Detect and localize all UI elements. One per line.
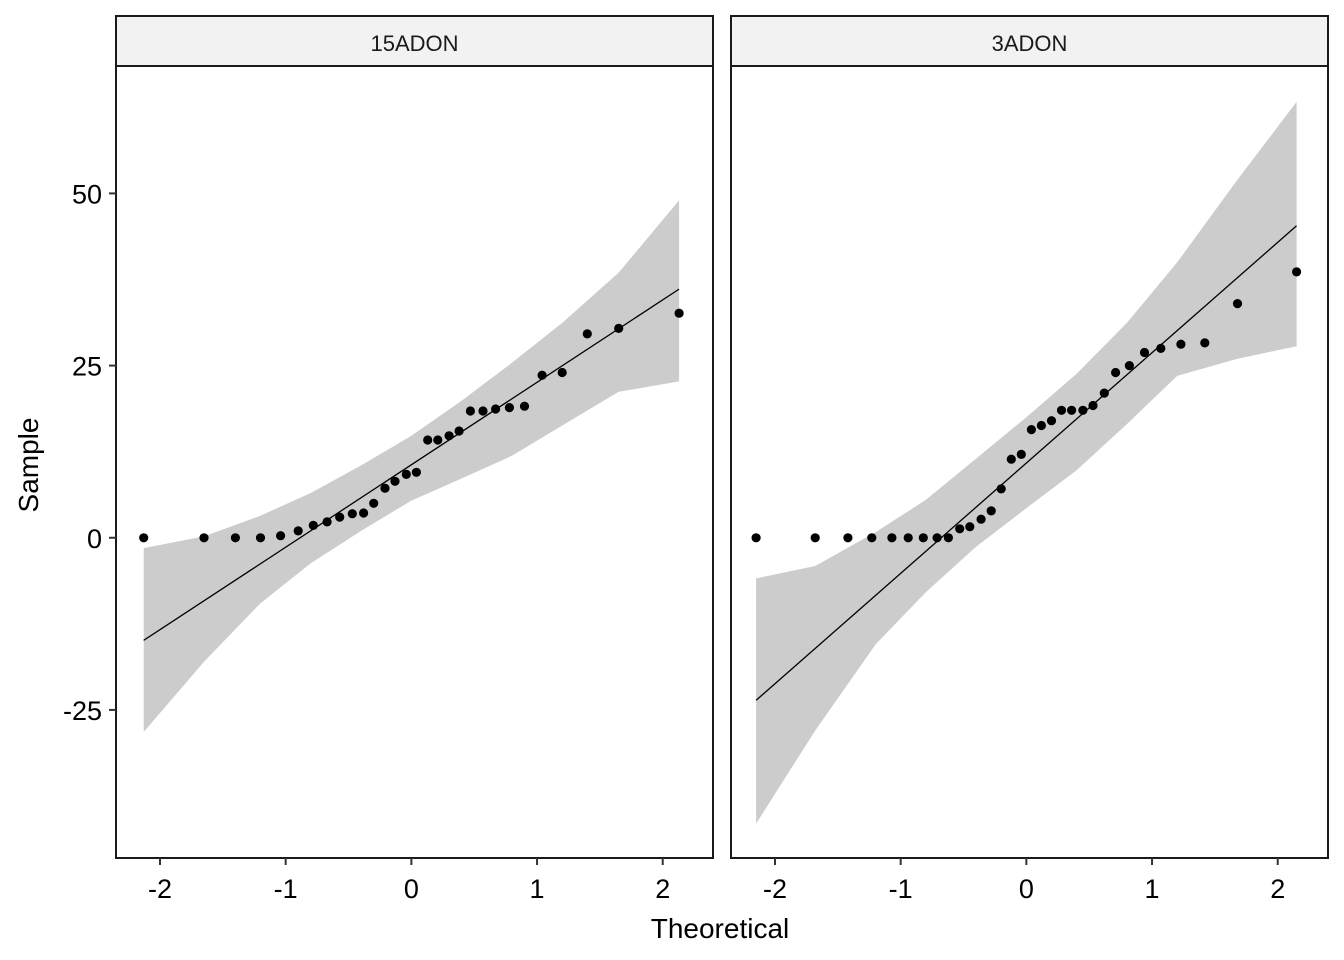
y-tick-label: -25 bbox=[63, 696, 102, 726]
data-point bbox=[433, 435, 443, 445]
data-point bbox=[751, 533, 761, 543]
x-tick-label: -2 bbox=[148, 874, 172, 904]
data-point bbox=[1139, 347, 1150, 358]
data-point bbox=[674, 308, 684, 318]
data-point bbox=[293, 526, 303, 536]
data-point bbox=[369, 498, 379, 508]
data-point bbox=[390, 476, 400, 486]
y-axis-title: Sample bbox=[13, 418, 44, 513]
data-point bbox=[932, 533, 942, 543]
data-point bbox=[1078, 405, 1088, 415]
data-point bbox=[903, 533, 913, 543]
y-tick-label: 25 bbox=[72, 352, 102, 382]
x-axis-1: -2 -1 0 1 2 bbox=[148, 858, 670, 904]
data-point bbox=[347, 509, 357, 519]
data-point bbox=[454, 426, 464, 436]
data-point bbox=[582, 329, 592, 339]
qq-reference-line bbox=[143, 288, 680, 641]
x-tick-label: -1 bbox=[889, 874, 913, 904]
data-point bbox=[1232, 299, 1243, 309]
data-point bbox=[1067, 405, 1077, 415]
data-point bbox=[1111, 367, 1121, 378]
y-tick-label: 0 bbox=[87, 524, 102, 554]
x-tick-label: 0 bbox=[404, 874, 419, 904]
panels: 15ADON 3ADON bbox=[115, 15, 1329, 859]
data-point bbox=[1026, 425, 1036, 435]
data-point bbox=[537, 370, 547, 380]
facet-strip bbox=[730, 15, 1329, 67]
x-axes: -2 -1 0 1 2 -2 -1 0 1 2 bbox=[148, 858, 1285, 904]
data-point bbox=[276, 531, 286, 541]
data-point bbox=[1156, 343, 1166, 353]
data-point bbox=[843, 533, 853, 543]
data-point bbox=[867, 533, 877, 543]
data-point bbox=[1099, 388, 1109, 398]
data-point bbox=[1176, 339, 1186, 349]
y-axis: 50 25 0 -25 bbox=[63, 179, 116, 726]
facet-strip-label: 3ADON bbox=[992, 31, 1068, 56]
data-point bbox=[557, 367, 567, 378]
facet-strip bbox=[115, 15, 714, 67]
panel-border bbox=[115, 65, 714, 859]
data-point bbox=[965, 522, 975, 532]
data-point bbox=[943, 533, 954, 543]
data-point bbox=[614, 323, 624, 333]
x-tick-label: 2 bbox=[1270, 874, 1285, 904]
data-point bbox=[519, 401, 530, 411]
data-point bbox=[322, 517, 332, 527]
data-point bbox=[1124, 361, 1134, 371]
facet-strip-label: 15ADON bbox=[370, 31, 458, 56]
data-point bbox=[335, 512, 345, 522]
data-point bbox=[810, 533, 820, 543]
data-point bbox=[1292, 267, 1302, 277]
data-point bbox=[444, 431, 454, 441]
data-point bbox=[139, 533, 149, 543]
data-point bbox=[918, 533, 928, 543]
data-point bbox=[359, 508, 369, 518]
data-point bbox=[1006, 454, 1016, 464]
x-tick-label: 1 bbox=[530, 874, 545, 904]
x-tick-label: 1 bbox=[1145, 874, 1160, 904]
x-axis-2: -2 -1 0 1 2 bbox=[763, 858, 1285, 904]
data-point bbox=[1088, 400, 1098, 411]
data-point bbox=[1200, 338, 1210, 348]
data-point bbox=[955, 524, 965, 534]
data-point bbox=[423, 435, 433, 445]
data-point bbox=[976, 514, 986, 524]
x-axis-title: Theoretical bbox=[651, 913, 790, 944]
x-tick-label: 0 bbox=[1019, 874, 1034, 904]
data-point bbox=[411, 467, 421, 477]
data-point bbox=[230, 533, 240, 543]
x-tick-label: 2 bbox=[655, 874, 670, 904]
data-point bbox=[478, 406, 488, 416]
data-point bbox=[1036, 420, 1046, 431]
data-point bbox=[465, 406, 475, 416]
data-point bbox=[380, 483, 390, 493]
y-tick-label: 50 bbox=[72, 179, 102, 209]
data-point bbox=[504, 403, 514, 413]
data-point bbox=[199, 533, 209, 543]
panel-border bbox=[730, 65, 1329, 859]
x-tick-label: -2 bbox=[763, 874, 787, 904]
data-point bbox=[491, 404, 501, 414]
data-point bbox=[986, 506, 996, 516]
panel-1: 15ADON bbox=[115, 15, 714, 859]
data-point bbox=[1056, 405, 1067, 415]
data-point bbox=[401, 469, 411, 479]
data-point bbox=[1016, 449, 1026, 459]
x-tick-label: -1 bbox=[274, 874, 298, 904]
qq-reference-line bbox=[755, 225, 1298, 701]
data-point bbox=[255, 533, 266, 543]
panel-2: 3ADON bbox=[730, 15, 1329, 859]
data-point bbox=[887, 533, 897, 543]
data-point bbox=[996, 484, 1006, 494]
data-point bbox=[1046, 416, 1057, 426]
confidence-band bbox=[143, 200, 680, 733]
data-point bbox=[308, 520, 318, 531]
